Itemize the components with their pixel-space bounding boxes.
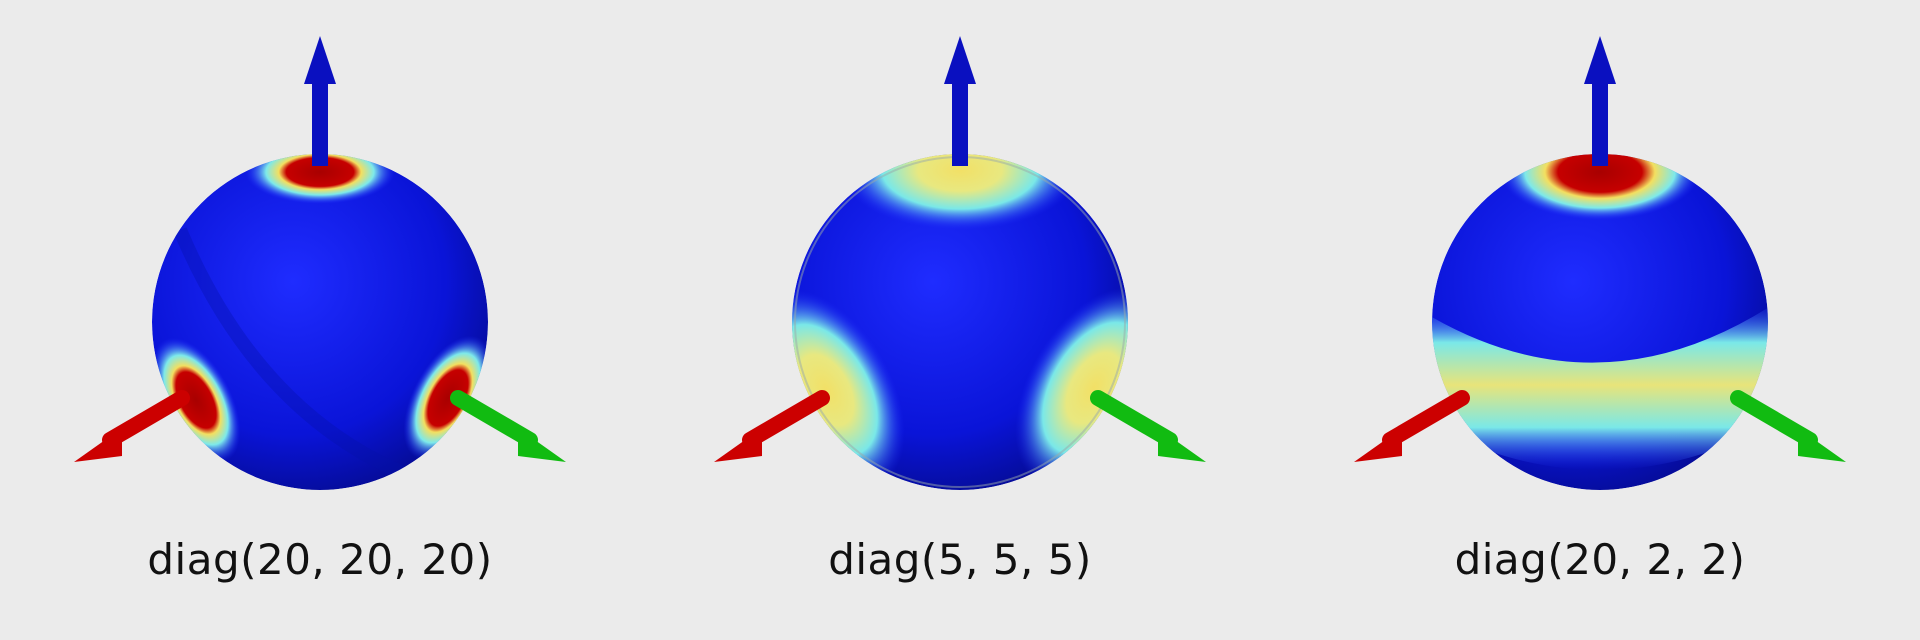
panel-caption: diag(20, 2, 2) — [1454, 535, 1746, 584]
hotspot-right — [1015, 287, 1128, 489]
sphere-surface — [152, 154, 488, 490]
sphere-surface — [1432, 154, 1768, 490]
axis-y-arrow — [1090, 390, 1206, 462]
hotspot-top — [1500, 154, 1700, 220]
panel-diag-20-20-20: diag(20, 20, 20) — [0, 0, 640, 640]
hotspot-left — [152, 337, 241, 463]
hotspot-top — [840, 154, 1080, 230]
axis-x-arrow — [74, 390, 190, 462]
sphere-figure-3 — [1354, 36, 1846, 490]
sphere-figure-1 — [74, 36, 566, 490]
panel-diag-20-2-2: diag(20, 2, 2) — [1280, 0, 1920, 640]
hotspot-right — [403, 335, 488, 461]
panel-caption: diag(20, 20, 20) — [147, 535, 493, 584]
panel-diag-5-5-5: diag(5, 5, 5) — [640, 0, 1280, 640]
sphere-figure-2 — [714, 36, 1206, 490]
axis-z-arrow — [1584, 36, 1616, 166]
panel-caption: diag(5, 5, 5) — [828, 535, 1092, 584]
axis-z-arrow — [944, 36, 976, 166]
sphere-surface — [792, 154, 1128, 490]
hotspot-left — [792, 289, 905, 490]
axis-y-arrow — [1730, 390, 1846, 462]
axis-z-arrow — [304, 36, 336, 166]
axis-y-arrow — [450, 390, 566, 462]
axis-x-arrow — [1354, 390, 1470, 462]
axis-x-arrow — [714, 390, 830, 462]
equatorial-band — [1432, 300, 1768, 470]
